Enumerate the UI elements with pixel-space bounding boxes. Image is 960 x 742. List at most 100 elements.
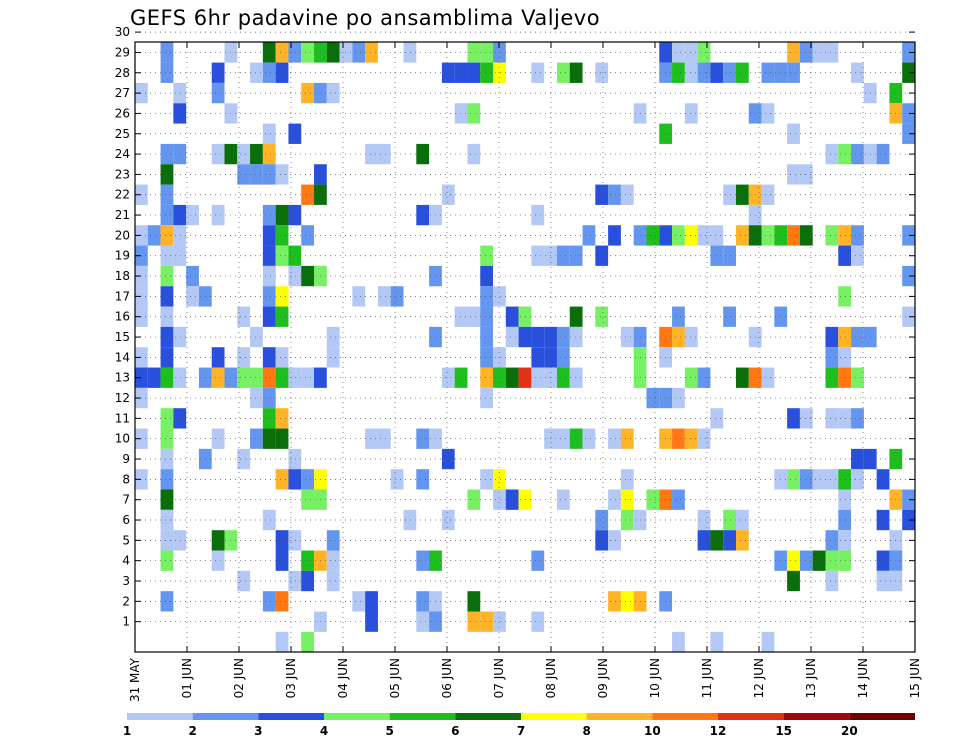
heatmap-cell <box>480 367 494 388</box>
heatmap-cell <box>160 347 174 368</box>
heatmap-cell <box>851 225 864 246</box>
heatmap-cell <box>326 42 340 63</box>
heatmap-cell <box>301 489 315 510</box>
x-tick-label: 05 JUN <box>388 658 402 698</box>
y-tick-label: 15 <box>115 330 130 344</box>
heatmap-cell <box>160 225 174 246</box>
heatmap-cell <box>851 143 864 165</box>
heatmap-cell <box>211 367 225 388</box>
heatmap-cell <box>365 591 378 612</box>
heatmap-cell <box>531 245 545 266</box>
heatmap-cell <box>876 469 890 490</box>
heatmap-cell <box>160 245 174 266</box>
heatmap-cell <box>569 245 583 266</box>
heatmap-cell <box>608 428 621 449</box>
heatmap-cell <box>799 42 813 63</box>
heatmap-cell <box>237 367 251 388</box>
x-tick-label: 13 JUN <box>804 658 818 698</box>
heatmap-cell <box>237 570 251 592</box>
heatmap-cell <box>275 631 289 652</box>
heatmap-cell <box>761 367 775 388</box>
heatmap-cell <box>301 367 315 388</box>
heatmap-cell <box>237 143 251 165</box>
x-tick-label: 31 MAY <box>128 657 142 702</box>
heatmap-cell <box>135 367 148 388</box>
color-scale-swatch <box>849 713 915 720</box>
heatmap-cell <box>326 82 340 104</box>
color-scale-swatch <box>783 713 850 720</box>
heatmap-cell <box>301 184 315 205</box>
heatmap-cell <box>787 42 800 63</box>
heatmap-cell <box>160 164 174 185</box>
y-tick-label: 4 <box>122 554 130 568</box>
axis-ticks <box>134 31 916 652</box>
heatmap-cell <box>288 367 302 388</box>
color-scale-swatch <box>521 713 587 720</box>
heatmap-cell <box>710 631 724 652</box>
heatmap-cell <box>787 164 800 185</box>
y-tick-label: 29 <box>115 45 130 59</box>
color-scale-label: 20 <box>841 724 858 738</box>
x-tick-label: 10 JUN <box>648 658 662 698</box>
heatmap-cell <box>672 62 685 83</box>
heatmap-cell <box>876 509 890 531</box>
heatmap-cell <box>710 245 724 266</box>
heatmap-cell <box>160 448 174 470</box>
color-scale: 1 2 3 4 5 6 7 8 10 12 15 20 <box>123 713 915 738</box>
heatmap-cell <box>173 82 187 104</box>
heatmap-cell <box>390 469 404 490</box>
y-tick-label: 22 <box>115 188 130 202</box>
heatmap-cell <box>684 103 698 124</box>
heatmap-cell <box>493 62 506 83</box>
x-tick-label: 15 JUN <box>908 658 922 698</box>
x-tick-label: 03 JUN <box>284 658 298 698</box>
heatmap-cell <box>416 143 430 165</box>
heatmap-cell <box>825 570 839 592</box>
heatmap-cell <box>480 387 494 409</box>
heatmap-cell <box>326 326 340 348</box>
grid-lines <box>135 31 915 652</box>
heatmap-cell <box>531 204 545 226</box>
heatmap-cell <box>173 530 187 551</box>
x-tick-label: 06 JUN <box>440 658 454 698</box>
heatmap-cell <box>672 42 685 63</box>
heatmap-cell <box>556 489 570 510</box>
heatmap-cell <box>160 428 174 449</box>
heatmap-cell <box>250 164 263 185</box>
color-scale-swatch <box>455 713 521 720</box>
heatmap-cell <box>135 184 148 205</box>
x-tick-label: 09 JUN <box>596 658 610 698</box>
heatmap-cell <box>595 245 609 266</box>
heatmap-cell <box>710 225 724 246</box>
color-scale-swatch <box>718 713 784 720</box>
heatmap-cell <box>761 62 775 83</box>
heatmap-cell <box>723 530 736 551</box>
heatmap-cell <box>684 326 698 348</box>
heatmap-cell <box>173 204 187 226</box>
heatmap-cell <box>684 367 698 388</box>
heatmap-cell <box>186 265 199 287</box>
heatmap-cell <box>569 306 583 327</box>
heatmap-cell <box>301 570 315 592</box>
heatmap-cell <box>467 489 481 510</box>
y-tick-label: 17 <box>115 289 130 303</box>
heatmap-cell <box>735 184 749 205</box>
heatmap-cell <box>480 347 494 368</box>
heatmap-cell <box>262 164 276 185</box>
heatmap-cell <box>135 347 148 368</box>
heatmap-cell <box>441 448 455 470</box>
color-scale-swatch <box>127 713 193 720</box>
heatmap-cell <box>135 82 148 104</box>
heatmap-cell <box>672 489 685 510</box>
heatmap-cell <box>262 428 276 449</box>
heatmap-cell <box>173 245 187 266</box>
heatmap-cell <box>467 103 481 124</box>
color-scale-label: 4 <box>320 724 328 738</box>
heatmap-cell <box>467 591 481 612</box>
heatmap-cell <box>493 286 506 307</box>
heatmap-cell <box>876 550 890 571</box>
heatmap-cell <box>672 225 685 246</box>
heatmap-cell <box>301 550 315 571</box>
heatmap-cell <box>697 509 711 531</box>
heatmap-cell <box>556 367 570 388</box>
